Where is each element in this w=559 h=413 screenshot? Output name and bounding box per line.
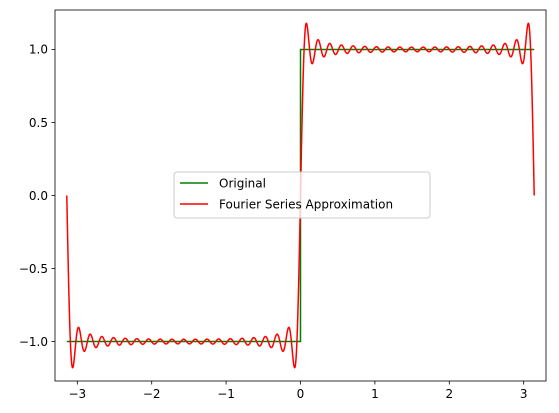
x-tick-label: 1	[371, 387, 379, 401]
y-tick-label: −0.5	[19, 262, 48, 276]
legend-label: Fourier Series Approximation	[219, 197, 393, 211]
x-tick-label: −2	[143, 387, 161, 401]
legend-box	[173, 171, 431, 219]
y-tick-label: −1.0	[19, 335, 48, 349]
y-tick-label: 1.0	[29, 43, 48, 57]
x-tick-label: −3	[68, 387, 86, 401]
x-tick-label: 2	[445, 387, 453, 401]
x-tick-label: −1	[217, 387, 235, 401]
x-tick-label: 0	[297, 387, 305, 401]
legend: Original Fourier Series Approximation	[173, 171, 431, 219]
x-axis: −3 −2 −1 0 1 2 3	[68, 381, 528, 401]
x-tick-label: 3	[520, 387, 528, 401]
y-tick-label: 0.0	[29, 189, 48, 203]
y-tick-label: 0.5	[29, 116, 48, 130]
legend-label: Original	[219, 176, 266, 190]
y-axis: −1.0 −0.5 0.0 0.5 1.0	[19, 43, 55, 349]
